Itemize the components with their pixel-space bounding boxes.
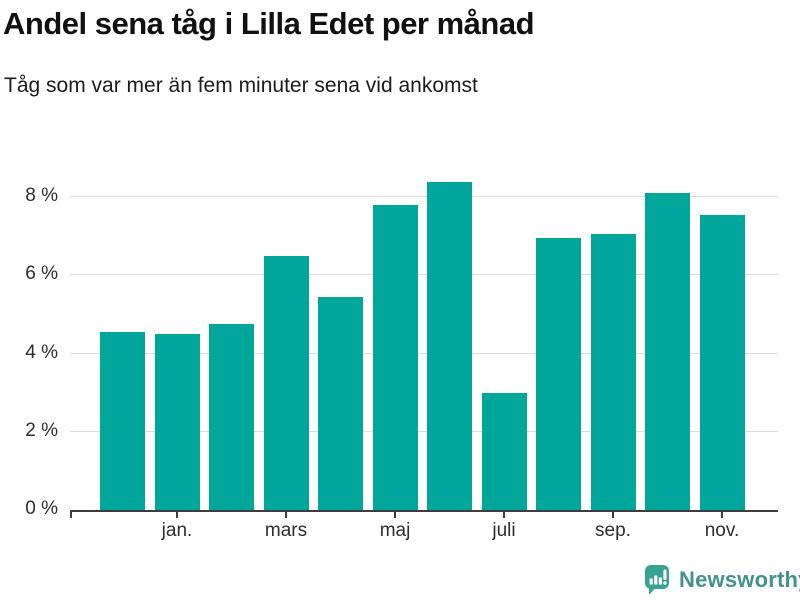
x-axis-label: maj [379, 520, 411, 541]
newsworthy-logo: Newsworthy [645, 565, 800, 595]
x-axis-label: juli [492, 520, 516, 541]
y-axis-label: 4 % [25, 341, 58, 363]
y-axis-label: 6 % [25, 263, 58, 285]
axis-tick [721, 512, 723, 518]
axis-tick [285, 512, 287, 518]
bar [481, 392, 527, 510]
gridline [70, 352, 778, 354]
bar [427, 181, 472, 510]
x-axis-label: nov. [704, 520, 740, 541]
logo-bars-icon [649, 569, 667, 585]
axis-tick [176, 512, 178, 518]
y-axis-label: 2 % [25, 419, 58, 441]
gridline [70, 196, 778, 198]
newsworthy-logo-text: Newsworthy [679, 567, 800, 592]
bar [209, 324, 254, 510]
plot-area [70, 150, 778, 518]
bar [536, 238, 581, 510]
y-axis-label: 0 % [25, 498, 58, 519]
chart-title: Andel sena tåg i Lilla Edet per månad [3, 6, 535, 41]
axis-tick [503, 512, 505, 518]
y-axis-label: 8 % [25, 185, 58, 207]
bar [100, 332, 145, 510]
gridline [70, 274, 778, 276]
bar [590, 234, 636, 510]
bar [645, 193, 690, 510]
bar [699, 214, 745, 510]
bar [154, 334, 200, 510]
x-axis-label: mars [264, 520, 308, 541]
x-axis-label: jan. [161, 520, 193, 541]
bar [263, 255, 309, 510]
chart-subtitle: Tåg som var mer än fem minuter sena vid … [4, 74, 478, 97]
axis-tick [394, 512, 396, 518]
axis-tick [612, 512, 614, 518]
bar [372, 205, 418, 510]
bar [318, 296, 363, 510]
axis-tick [70, 512, 72, 518]
newsworthy-logo-icon [645, 565, 669, 595]
gridline [70, 430, 778, 432]
x-axis-label: sep. [595, 520, 631, 541]
